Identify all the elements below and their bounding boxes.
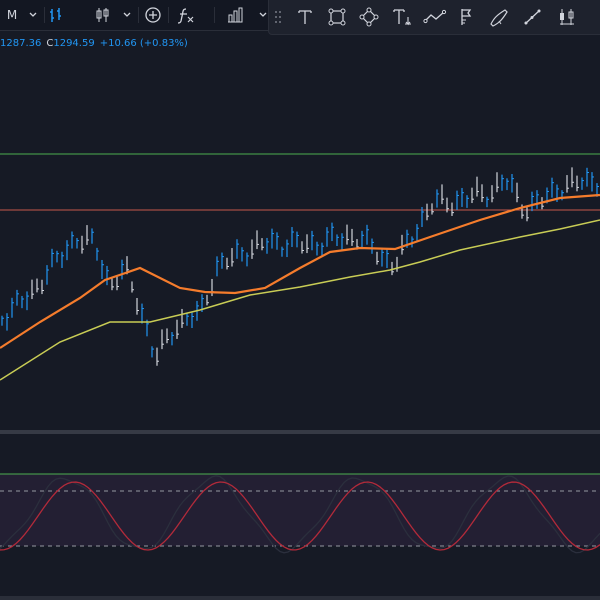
stoch-k-line: [0, 475, 600, 554]
ohlc-legend: 1287.36 C1294.59 +10.66 (+0.83%): [0, 38, 193, 49]
pane-separator[interactable]: [0, 430, 600, 434]
rectangle-tool-icon[interactable]: [323, 0, 351, 34]
ruler-tool-icon[interactable]: [519, 0, 547, 34]
drawing-toolbar: [268, 0, 600, 35]
text-tool-icon[interactable]: [291, 0, 319, 34]
ema-fast-line: [0, 193, 600, 349]
chevron-down-icon[interactable]: [26, 0, 40, 30]
toolbar-divider: [44, 7, 45, 23]
function-icon[interactable]: [174, 0, 198, 30]
toolbar-divider: [168, 7, 169, 23]
interval-button[interactable]: M: [4, 0, 20, 30]
plus-circle-icon[interactable]: [142, 0, 164, 30]
bottom-pane-border: [0, 596, 600, 600]
candles-icon[interactable]: [92, 0, 114, 30]
brush-tool-icon[interactable]: [485, 0, 513, 34]
path-tool-icon[interactable]: [355, 0, 383, 34]
legend-close-prefix: C: [46, 38, 54, 49]
columns-icon[interactable]: [224, 0, 246, 30]
candle-tool-icon[interactable]: [553, 0, 581, 34]
drag-handle-icon[interactable]: [271, 0, 285, 34]
flag-tool-icon[interactable]: [453, 0, 481, 34]
legend-close: 1294.59: [53, 38, 95, 49]
legend-value: 1287.36: [0, 38, 42, 49]
text-anchor-tool-icon[interactable]: [389, 0, 417, 34]
stoch-band: [0, 474, 600, 546]
chevron-down-icon[interactable]: [120, 0, 134, 30]
stoch-d-line: [0, 481, 600, 551]
legend-change: +10.66 (+0.83%): [99, 38, 188, 49]
toolbar-divider: [138, 7, 139, 23]
bar-chart-icon[interactable]: [46, 0, 68, 30]
ema-slow-line: [0, 219, 600, 381]
chevron-down-icon[interactable]: [256, 0, 270, 30]
interval-label: M: [6, 8, 18, 22]
price-bars: [1, 167, 599, 366]
toolbar-divider: [214, 7, 215, 23]
trend-line-icon[interactable]: [421, 0, 449, 34]
chart-canvas[interactable]: [0, 30, 600, 600]
